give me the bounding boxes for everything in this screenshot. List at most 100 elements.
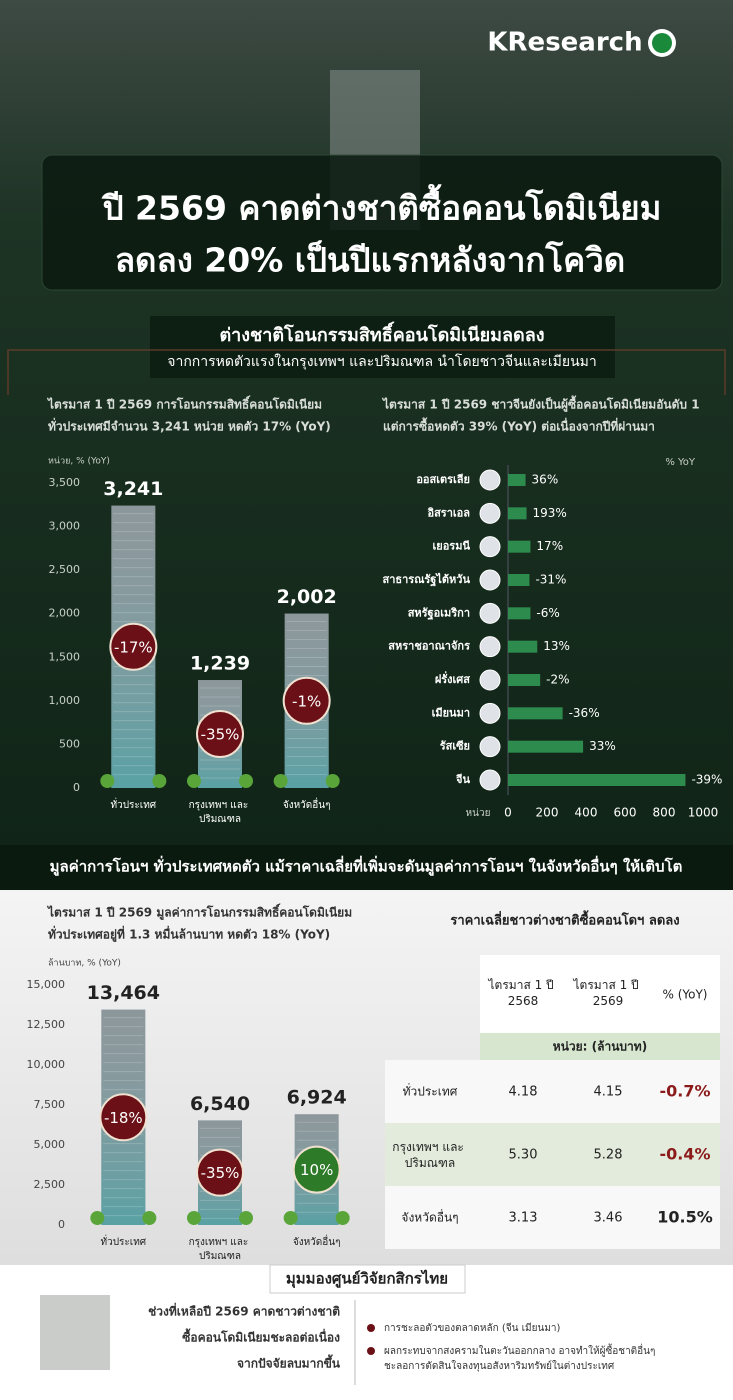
table-cell: 3.46	[594, 1211, 623, 1226]
yoy-label: -39%	[691, 773, 722, 787]
table-cell: 4.15	[594, 1085, 623, 1100]
x-tick-label: 800	[653, 806, 676, 820]
x-tick-label: ไตรมาส 1 ปี 2569	[573, 978, 643, 1008]
chart-note: ทั่วประเทศอยู่ที่ 1.3 หมื่นล้านบาท หดตัว…	[48, 926, 330, 943]
chart-note: แต่การซื้อหดตัว 39% (YoY) ต่อเนื่องจากปี…	[383, 417, 655, 434]
bar	[508, 674, 541, 686]
brand-logo-inner	[652, 33, 672, 53]
table-unit-bg	[480, 1033, 720, 1060]
tree	[187, 1211, 201, 1225]
y-tick-label: 500	[59, 737, 80, 750]
yoy-label: -18%	[104, 1109, 143, 1127]
category-label: รัสเซีย	[440, 740, 470, 753]
x-tick-label: ไตรมาส 1 ปี 2568	[488, 978, 558, 1008]
x-tick-label: จังหวัดอื่นๆ	[401, 1209, 458, 1225]
bar	[508, 507, 527, 520]
flag	[479, 636, 501, 658]
bar	[508, 774, 686, 786]
y-axis-label: ล้านบาท, % (YoY)	[48, 958, 121, 969]
y-tick-label: 1,000	[49, 694, 81, 707]
flag	[479, 769, 501, 791]
value-label: 1,239	[190, 653, 250, 675]
yoy-circle	[196, 710, 244, 759]
outlook-bullet: ผลกระทบจากสงครามในตะวันออกกลาง อาจทำให้ผ…	[384, 1343, 655, 1357]
flag	[479, 669, 501, 691]
chart-note: ไตรมาส 1 ปี 2569 มูลค่าการโอนกรรมสิทธิ์ค…	[46, 904, 352, 921]
yoy-circle	[292, 1145, 341, 1194]
table-header-bg	[480, 955, 720, 1033]
value-label: 13,464	[87, 982, 160, 1004]
outlook-summary: ซื้อคอนโดมิเนียมชะลอต่อเนื่อง	[182, 1328, 340, 1345]
bullet	[367, 1347, 375, 1355]
yoy-label: -6%	[536, 606, 559, 620]
x-tick-label: 600	[614, 806, 637, 820]
headline: ปี 2569 คาดต่างชาติซื้อคอนโดมิเนียม	[101, 184, 661, 228]
brand: KResearch	[487, 28, 642, 58]
yoy-label: 193%	[533, 506, 567, 520]
x-tick-label: 0	[504, 806, 512, 820]
y-tick-label: 3,500	[49, 476, 81, 489]
table-cell: -0.4%	[659, 1145, 710, 1164]
headline-box	[41, 154, 723, 291]
yoy-label: -36%	[569, 706, 600, 720]
table-cell: 3.13	[509, 1211, 538, 1226]
value-label: 6,540	[190, 1093, 250, 1115]
outlook-bullet: การชะลอตัวของตลาดหลัก (จีน เมียนมา)	[384, 1322, 561, 1334]
chart-note: ไตรมาส 1 ปี 2569 การโอนกรรมสิทธิ์คอนโดมิ…	[46, 396, 322, 412]
chart-note: ทั่วประเทศมีจำนวน 3,241 หน่วย หดตัว 17% …	[48, 418, 331, 434]
table-cell: 5.28	[594, 1148, 623, 1163]
table-cell: 5.30	[509, 1148, 538, 1163]
x-tick-label: จังหวัดอื่นๆ	[283, 797, 331, 811]
tree	[239, 1211, 253, 1225]
chart-note: ไตรมาส 1 ปี 2569 ชาวจีนยังเป็นผู้ซื้อคอน…	[381, 395, 700, 413]
headline: ลดลง 20% เป็นปีแรกหลังจากโควิด	[115, 240, 625, 280]
y-tick-label: 12,500	[27, 1018, 66, 1031]
pct-header: % YoY	[665, 457, 696, 468]
flag	[479, 536, 501, 558]
outlook-bullet: ชะลอการตัดสินใจลงทุนอสังหาริมทรัพย์ในต่า…	[384, 1360, 615, 1372]
category-label: ฝรั่งเศส	[435, 671, 470, 686]
x-tick-label: กรุงเทพฯ และ ปริมณฑล	[392, 1140, 467, 1170]
category-label: เมียนมา	[432, 706, 470, 719]
outlook-summary: จากปัจจัยลบมากขึ้น	[237, 1354, 341, 1371]
table-cell: 10.5%	[657, 1208, 713, 1227]
flag	[479, 702, 501, 724]
flag	[479, 602, 501, 624]
y-tick-label: 7,500	[34, 1098, 66, 1111]
table-row	[385, 1186, 720, 1249]
yoy-label: -1%	[292, 692, 321, 710]
section-title-box	[150, 316, 615, 378]
section-subtitle: จากการหดตัวแรงในกรุงเทพฯ และปริมณฑล นำโด…	[167, 353, 596, 370]
tree	[187, 774, 201, 788]
table-cell: -0.7%	[659, 1082, 710, 1101]
y-tick-label: 15,000	[27, 978, 66, 991]
category-label: สหรัฐอเมริกา	[408, 606, 470, 620]
x-axis-label: หน่วย	[466, 808, 491, 819]
y-tick-label: 5,000	[34, 1138, 66, 1151]
bar	[508, 640, 538, 653]
yoy-label: -35%	[201, 1164, 240, 1182]
x-tick-label: 1000	[688, 806, 719, 820]
flag	[479, 736, 501, 758]
table-row	[385, 1060, 720, 1123]
outlook-summary: ช่วงที่เหลือปี 2569 คาดชาวต่างชาติ	[148, 1303, 340, 1319]
table-title: ราคาเฉลี่ยชาวต่างชาติซื้อคอนโดฯ ลดลง	[450, 910, 679, 929]
x-tick-label: ทั่วประเทศ	[403, 1083, 458, 1099]
tree	[152, 774, 167, 788]
flag	[479, 469, 501, 491]
table-row	[385, 1123, 720, 1186]
banner	[0, 845, 733, 890]
category-label: ออสเตรเลีย	[416, 473, 470, 486]
y-tick-label: 0	[58, 1218, 65, 1231]
category-label: สหราชอาณาจักร	[388, 640, 470, 653]
outlook-title: มุมมองศูนย์วิจัยกสิกรไทย	[286, 1269, 448, 1289]
yoy-circle	[109, 622, 158, 671]
flag	[479, 569, 501, 591]
yoy-label: 17%	[536, 539, 563, 553]
value-label: 6,924	[287, 1087, 347, 1109]
bar	[508, 540, 531, 553]
tree	[335, 1211, 350, 1225]
yoy-circle	[196, 1148, 244, 1197]
